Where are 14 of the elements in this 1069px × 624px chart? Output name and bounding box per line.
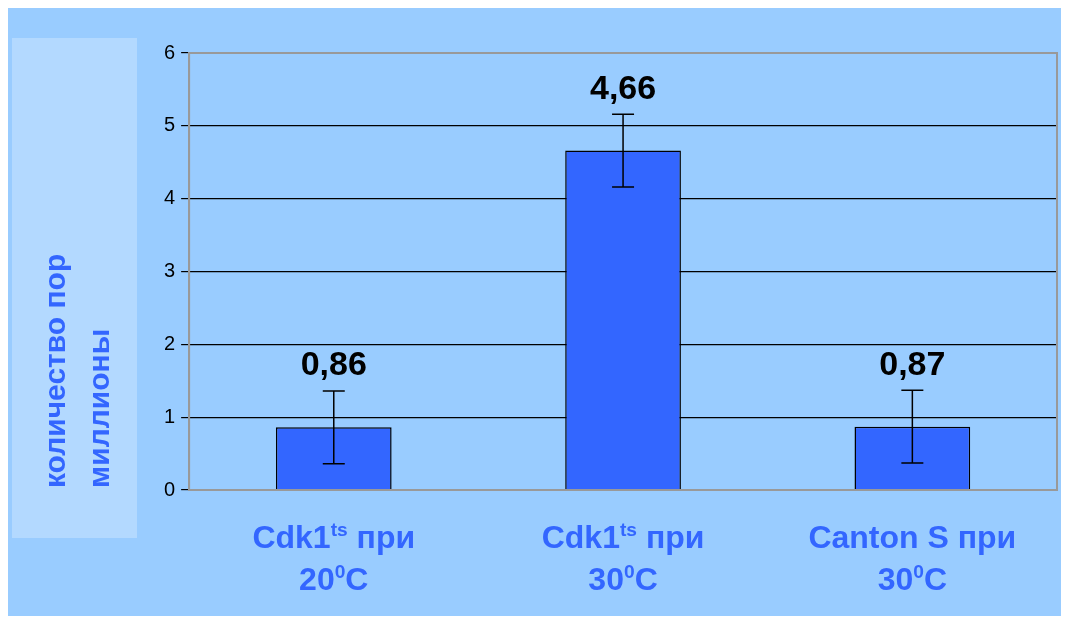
y-tick-label: 5 — [164, 113, 176, 136]
y-tick-label: 0 — [164, 477, 176, 500]
y-tick-label: 2 — [164, 331, 176, 354]
y-tick-label: 4 — [164, 186, 176, 209]
y-tick-label: 6 — [164, 40, 176, 63]
x-tick-label: Canton S при 30$^{0}$C — [807, 518, 1018, 599]
data-label: 0,87 — [879, 343, 946, 382]
y-tick-label: 1 — [164, 404, 176, 427]
data-label: 0,86 — [300, 344, 367, 383]
x-tick-label: Cdk1$^{ts}$ при 20$^{0}$C — [251, 518, 417, 599]
x-tick-label: Cdk1$^{ts}$ при 30$^{0}$C — [540, 518, 706, 599]
y-axis-title: количество пор миллионы — [37, 252, 116, 488]
y-tick-label: 3 — [164, 259, 176, 282]
data-label: 4,66 — [589, 67, 657, 106]
